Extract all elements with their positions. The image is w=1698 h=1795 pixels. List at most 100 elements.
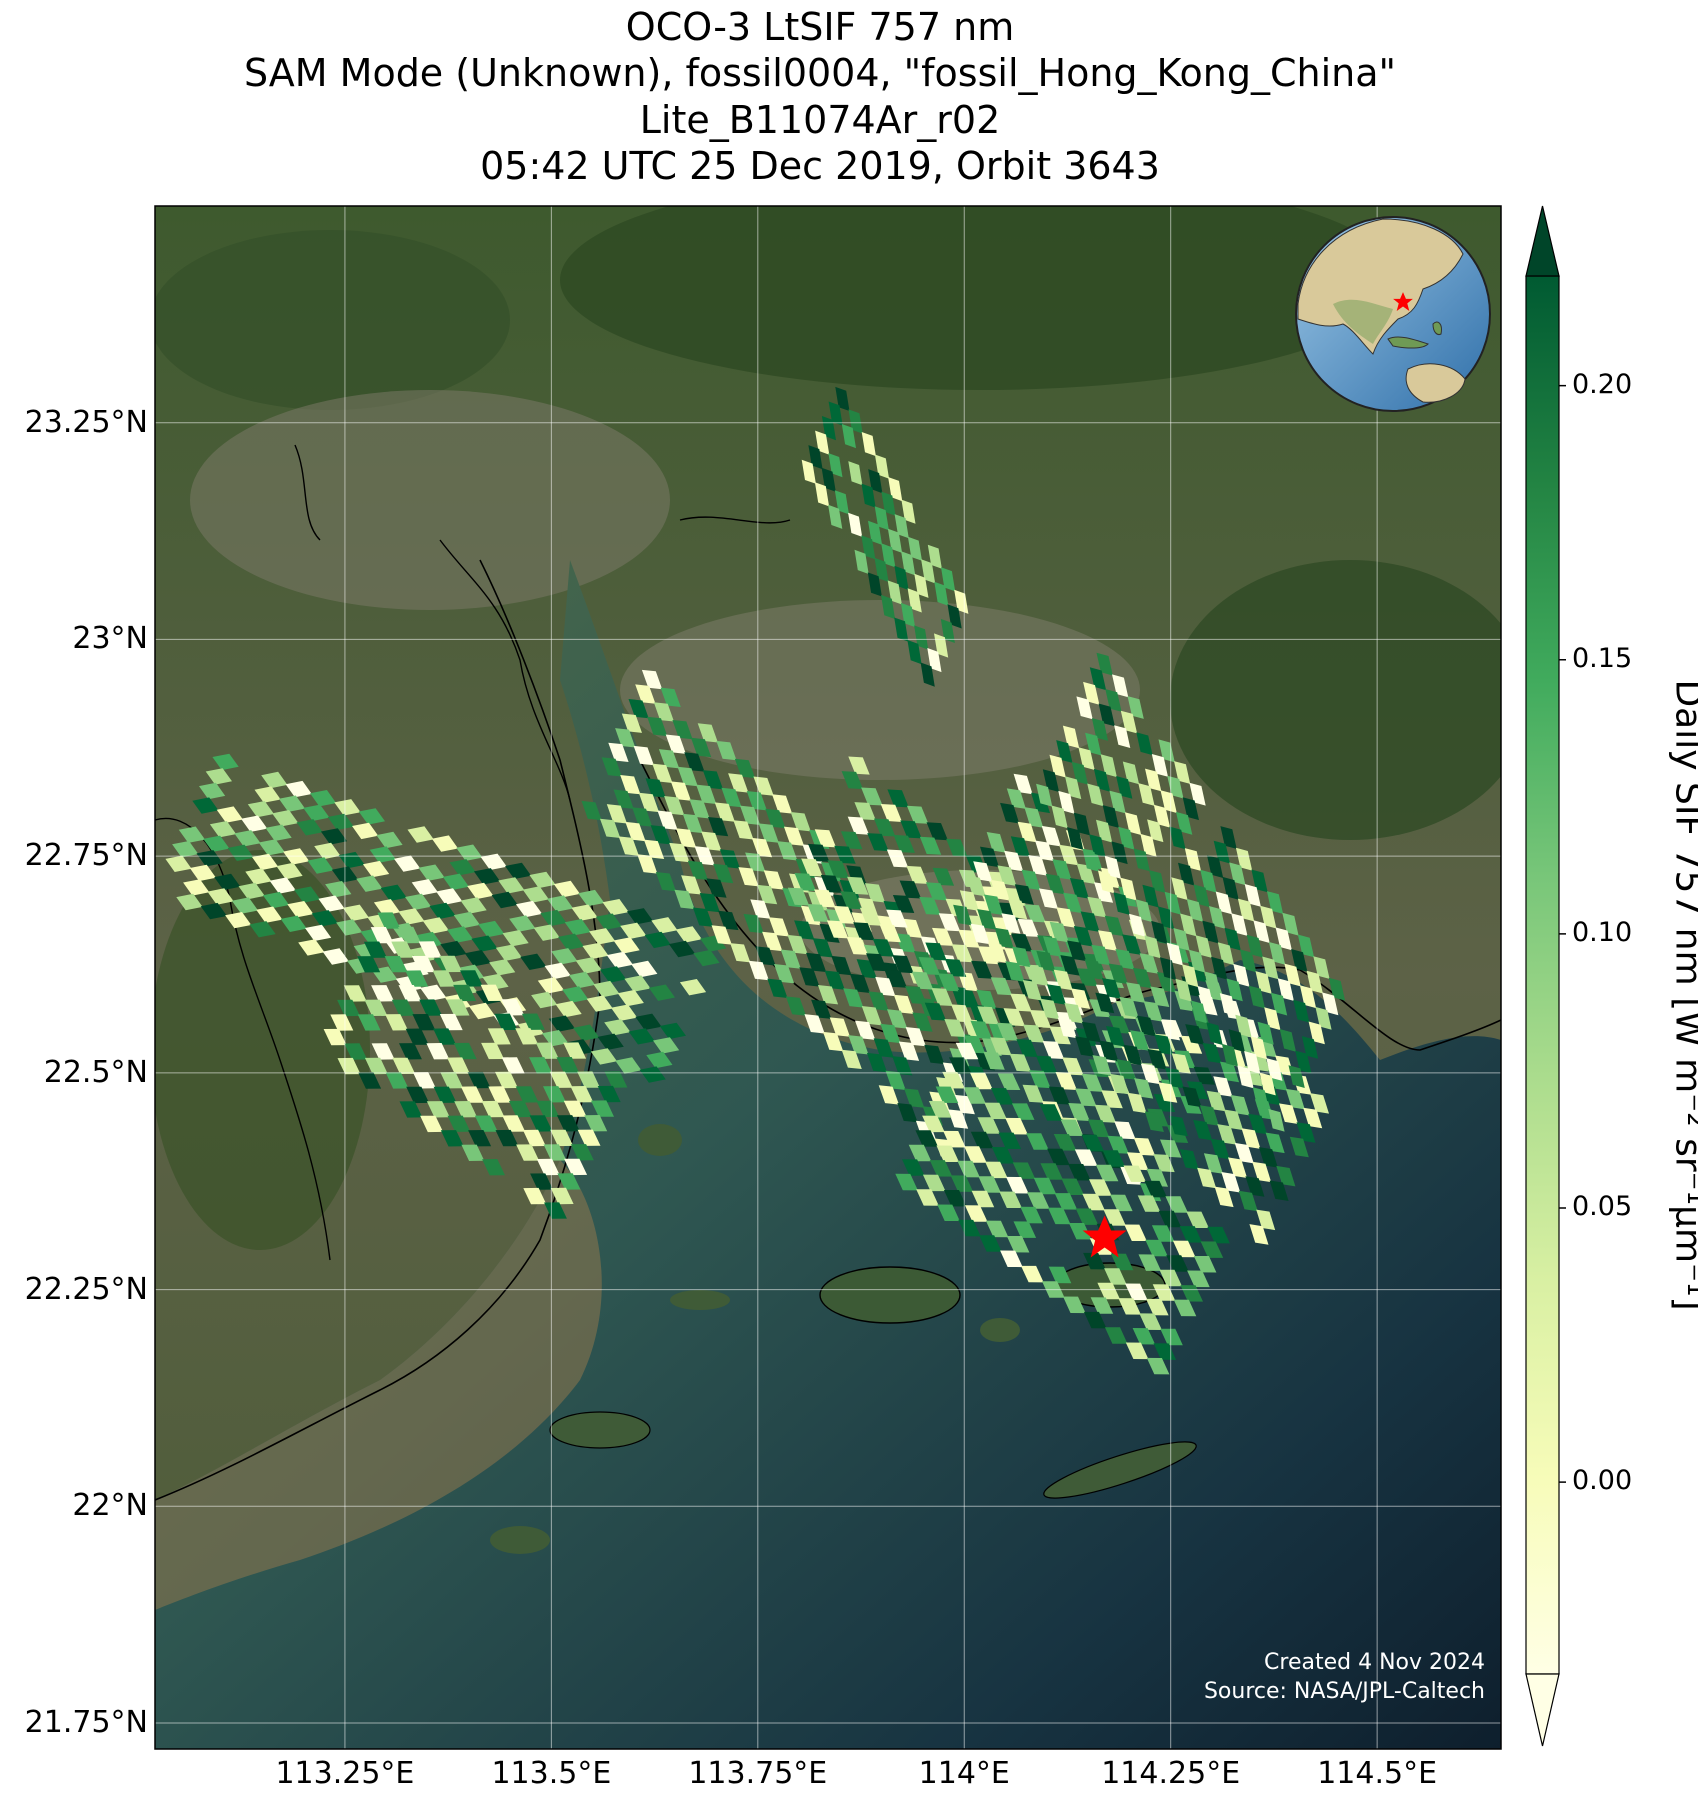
sounding-63 [509, 915, 536, 932]
sounding-553 [1062, 1057, 1084, 1076]
sounding-517 [899, 880, 922, 899]
sounding-396 [861, 1006, 882, 1026]
sounding-401 [613, 789, 634, 809]
sounding-762 [1179, 1149, 1199, 1170]
sounding-723 [1036, 950, 1056, 972]
sounding-333 [621, 713, 642, 733]
sounding-548 [925, 942, 947, 961]
sounding-84 [575, 957, 602, 974]
sounding-83 [551, 948, 578, 965]
sounding-593 [1146, 1168, 1168, 1187]
sounding-1067 [894, 617, 909, 642]
sounding-799 [1160, 790, 1177, 813]
sounding-554 [1081, 1073, 1104, 1092]
sounding-273 [440, 1130, 464, 1147]
sounding-976 [915, 1130, 938, 1147]
sounding-823 [1308, 1021, 1325, 1045]
sounding-846 [1233, 963, 1250, 987]
sounding-900 [1159, 957, 1177, 980]
sounding-233 [488, 1086, 512, 1103]
sounding-317 [665, 734, 686, 754]
sounding-884 [1135, 899, 1152, 922]
sounding-1007 [937, 1204, 960, 1221]
sounding-349 [615, 728, 636, 748]
sounding-463 [1102, 970, 1124, 989]
sounding-595 [807, 904, 829, 922]
sounding-971 [1068, 1223, 1092, 1240]
sounding-835 [1301, 1036, 1319, 1059]
sounding-666 [1115, 949, 1135, 970]
sounding-373 [757, 884, 778, 905]
sounding-830 [1209, 906, 1226, 929]
sounding-828 [1178, 862, 1195, 886]
sounding-389 [713, 863, 734, 884]
sounding-70 [209, 821, 237, 838]
sounding-532 [892, 895, 915, 913]
globe-australia [1405, 363, 1466, 403]
sounding-787 [1213, 840, 1230, 864]
sounding-266 [468, 1130, 492, 1147]
sounding-406 [706, 878, 727, 898]
sounding-131 [336, 919, 363, 936]
sounding-229 [405, 1028, 429, 1045]
sounding-276 [523, 1187, 547, 1205]
sounding-59 [362, 860, 390, 878]
sounding-366 [608, 742, 629, 762]
inset-globe[interactable] [1295, 216, 1491, 412]
sounding-980 [999, 1191, 1022, 1208]
target-star-icon[interactable] [1082, 1215, 1127, 1258]
sounding-693 [1067, 940, 1087, 961]
sounding-776 [1282, 912, 1299, 936]
sounding-904 [1221, 1043, 1239, 1067]
hills-north [560, 206, 1400, 390]
sounding-447 [878, 1085, 899, 1105]
sounding-867 [1096, 819, 1113, 843]
sounding-973 [1110, 1253, 1134, 1271]
credit-source: Source: NASA/JPL-Caltech [1203, 1679, 1485, 1704]
sounding-220 [453, 1042, 477, 1060]
sounding-257 [536, 1158, 560, 1176]
sounding-107 [245, 868, 272, 885]
sounding-750 [953, 904, 973, 926]
sounding-440 [730, 943, 751, 963]
sounding-821 [1277, 978, 1294, 1001]
sounding-901 [1175, 978, 1192, 1002]
sounding-367 [645, 778, 666, 798]
sounding-793 [1306, 970, 1323, 994]
sounding-676 [1021, 869, 1041, 891]
sounding-144 [207, 888, 234, 905]
sounding-234 [508, 1100, 532, 1118]
sounding-690 [997, 865, 1017, 886]
sounding-155 [573, 1024, 600, 1041]
sounding-764 [1214, 1186, 1234, 1208]
sounding-120 [586, 995, 613, 1012]
sounding-673 [1289, 1136, 1309, 1158]
sounding-792 [1291, 949, 1308, 972]
sounding-944 [998, 1132, 1022, 1149]
sounding-381 [924, 1044, 945, 1065]
sounding-485 [873, 818, 896, 837]
sounding-905 [1237, 1065, 1254, 1089]
sounding-685 [1213, 1076, 1233, 1097]
sounding-936 [1068, 1163, 1091, 1181]
sounding-845 [1217, 942, 1235, 966]
sounding-258 [557, 1173, 581, 1190]
sounding-696 [1119, 996, 1139, 1018]
sounding-56 [265, 824, 292, 841]
sounding-74 [307, 857, 334, 874]
sounding-533 [932, 927, 954, 946]
sounding-860 [1195, 935, 1212, 958]
sounding-296 [635, 684, 656, 704]
sounding-849 [1279, 1029, 1296, 1052]
sounding-42 [369, 846, 396, 863]
sounding-831 [1224, 927, 1241, 951]
sounding-282 [734, 758, 756, 779]
island-1 [1043, 1441, 1197, 1499]
island-lantau [820, 1267, 960, 1323]
sounding-356 [763, 870, 784, 890]
sounding-435 [637, 854, 658, 874]
sounding-800 [1176, 811, 1193, 835]
sounding-975 [1173, 1299, 1197, 1317]
sounding-404 [669, 842, 690, 863]
